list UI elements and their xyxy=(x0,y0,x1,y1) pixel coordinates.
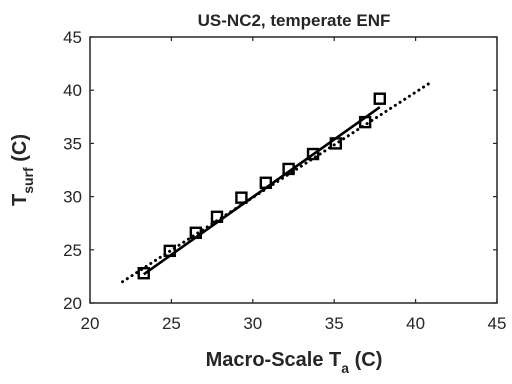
data-point-square xyxy=(259,176,273,189)
x-tick-label: 40 xyxy=(406,314,425,333)
data-point-square xyxy=(358,115,372,129)
y-tick-label: 35 xyxy=(63,134,82,153)
data-point-square xyxy=(235,191,248,204)
data-point-square xyxy=(210,210,224,224)
x-tick-label: 45 xyxy=(488,314,507,333)
data-point-square xyxy=(373,92,386,105)
data-point-square xyxy=(189,226,203,239)
y-axis-label-unit: (C) xyxy=(9,134,31,167)
y-axis-label: Tsurf (C) xyxy=(9,134,36,206)
data-point-square xyxy=(137,267,150,280)
chart-lines xyxy=(121,80,434,284)
x-axis-label-main: Macro-Scale T xyxy=(206,349,342,371)
x-tick-label: 30 xyxy=(243,314,262,333)
y-tick-label: 25 xyxy=(63,241,82,260)
x-tick-label: 25 xyxy=(162,314,181,333)
data-point-square xyxy=(163,244,176,258)
x-axis-label-subscript: a xyxy=(341,360,349,376)
x-axis-label: Macro-Scale Ta (C) xyxy=(206,349,383,376)
y-tick-label: 20 xyxy=(63,294,82,313)
y-axis-label-subscript: surf xyxy=(20,167,36,194)
y-tick-label: 40 xyxy=(63,81,82,100)
x-tick-label: 35 xyxy=(325,314,344,333)
y-axis-ticks: 20 25 30 35 40 45 xyxy=(63,28,497,313)
plot-area-frame xyxy=(89,36,498,304)
x-tick-label: 20 xyxy=(81,314,100,333)
x-axis-label-unit: (C) xyxy=(349,349,382,371)
chart-markers xyxy=(137,92,386,280)
reference-line xyxy=(121,80,434,284)
data-point-square xyxy=(306,147,320,161)
chart-title: US-NC2, temperate ENF xyxy=(198,11,391,30)
data-point-square xyxy=(282,162,295,176)
x-axis-ticks: 20 25 30 35 40 45 xyxy=(81,37,507,333)
y-tick-label: 30 xyxy=(63,188,82,207)
data-point-square xyxy=(329,137,343,150)
y-tick-label: 45 xyxy=(63,28,82,47)
y-axis-label-main: T xyxy=(9,194,31,206)
regression-line xyxy=(142,106,381,276)
